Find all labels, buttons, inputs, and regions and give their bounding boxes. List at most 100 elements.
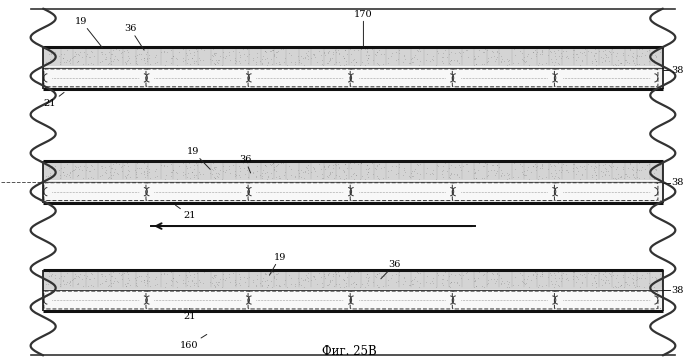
Point <box>317 284 329 290</box>
Point <box>503 171 514 177</box>
Point <box>235 60 246 66</box>
Point <box>513 60 524 66</box>
Point <box>257 174 268 179</box>
Point <box>259 56 271 62</box>
Point <box>387 163 398 169</box>
Point <box>186 169 197 175</box>
Point <box>158 49 169 55</box>
Point <box>350 59 361 64</box>
Point <box>549 167 561 173</box>
Point <box>122 271 134 277</box>
Point <box>45 163 57 169</box>
Point <box>268 53 279 59</box>
Point <box>159 284 171 290</box>
Point <box>445 162 456 168</box>
Point <box>170 278 181 284</box>
Point <box>322 49 333 55</box>
Point <box>349 47 360 52</box>
Point <box>545 278 556 284</box>
Point <box>197 171 208 177</box>
Point <box>438 272 449 278</box>
Point <box>599 171 610 177</box>
Point <box>382 277 394 283</box>
Point <box>122 172 133 178</box>
Point <box>362 282 373 288</box>
Point <box>362 48 373 54</box>
Point <box>528 163 539 169</box>
Point <box>210 175 221 181</box>
Point <box>470 284 482 289</box>
Point <box>491 48 503 54</box>
Point <box>185 164 196 170</box>
Point <box>562 276 573 281</box>
Point <box>521 276 532 281</box>
Point <box>342 52 353 58</box>
Point <box>391 279 402 285</box>
Point <box>212 173 223 179</box>
Point <box>266 56 277 62</box>
Point <box>217 271 228 277</box>
Point <box>151 274 162 280</box>
Point <box>239 57 250 63</box>
Point <box>298 175 310 181</box>
Point <box>257 62 268 67</box>
Point <box>408 59 419 65</box>
Point <box>397 173 408 178</box>
Point <box>651 166 662 172</box>
Point <box>579 268 591 274</box>
Point <box>251 163 262 169</box>
Point <box>57 278 68 284</box>
Point <box>295 174 306 179</box>
Point <box>230 174 241 179</box>
Point <box>644 161 655 167</box>
Point <box>53 167 64 173</box>
Point <box>60 173 71 178</box>
Point <box>262 282 273 288</box>
Point <box>427 171 438 177</box>
Point <box>123 171 134 177</box>
Point <box>650 276 661 282</box>
Point <box>96 51 108 57</box>
Point <box>158 270 169 276</box>
Point <box>516 272 527 278</box>
Point <box>212 281 223 287</box>
Point <box>371 282 382 288</box>
Point <box>360 52 371 58</box>
Point <box>107 47 118 53</box>
Point <box>122 58 133 64</box>
Point <box>376 165 387 171</box>
Point <box>582 48 593 54</box>
Point <box>528 49 539 55</box>
Point <box>432 50 443 55</box>
Point <box>266 278 277 284</box>
Point <box>231 281 242 286</box>
Point <box>191 160 202 166</box>
Point <box>468 275 480 281</box>
Point <box>267 161 278 166</box>
Point <box>112 56 123 62</box>
Point <box>208 50 219 56</box>
Point <box>549 162 560 168</box>
Point <box>534 273 545 279</box>
Text: 38: 38 <box>671 286 684 295</box>
Point <box>70 53 81 59</box>
Point <box>454 174 465 180</box>
Text: 36: 36 <box>124 24 144 50</box>
Point <box>438 50 449 55</box>
Point <box>178 46 189 52</box>
Point <box>71 165 82 170</box>
Point <box>587 282 598 288</box>
Point <box>317 62 328 67</box>
Point <box>537 273 548 279</box>
Point <box>168 167 179 173</box>
Point <box>259 162 271 168</box>
Point <box>501 284 512 290</box>
Point <box>69 49 80 55</box>
Point <box>340 270 351 276</box>
Point <box>308 51 319 57</box>
Point <box>436 277 447 282</box>
Point <box>359 159 370 165</box>
Point <box>603 48 614 54</box>
Point <box>330 59 341 64</box>
Point <box>556 272 567 278</box>
